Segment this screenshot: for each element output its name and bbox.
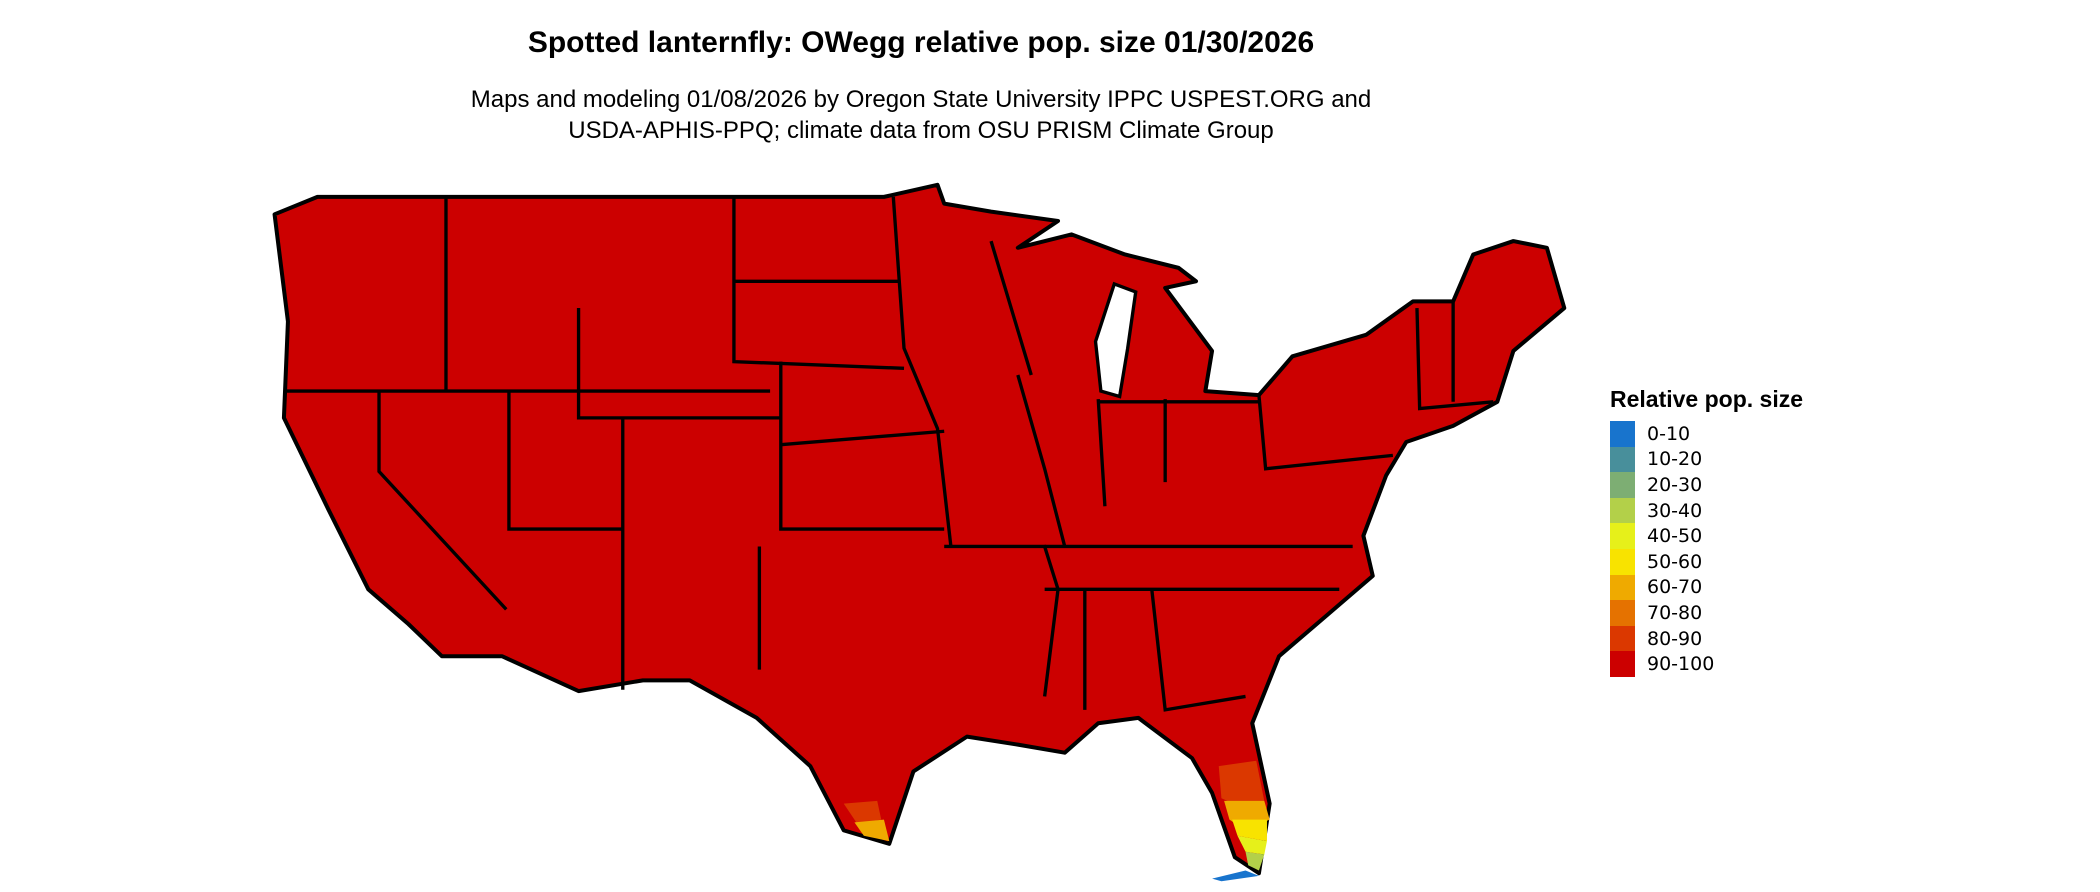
legend-item: 30-40 bbox=[1610, 497, 1803, 524]
legend-label: 0-10 bbox=[1647, 422, 1691, 445]
legend-swatch bbox=[1610, 600, 1635, 626]
legend-swatch bbox=[1610, 523, 1635, 549]
map-subtitle: Maps and modeling 01/08/2026 by Oregon S… bbox=[0, 84, 1842, 146]
legend-label: 50-60 bbox=[1647, 550, 1703, 573]
legend-item: 10-20 bbox=[1610, 446, 1803, 473]
legend-label: 60-70 bbox=[1647, 576, 1703, 599]
legend-label: 40-50 bbox=[1647, 525, 1703, 548]
state-borders bbox=[283, 196, 1494, 712]
texas-tip-gradient bbox=[843, 800, 890, 842]
legend-label: 20-30 bbox=[1647, 473, 1703, 496]
legend-item: 80-90 bbox=[1610, 625, 1803, 652]
legend-title: Relative pop. size bbox=[1610, 386, 1804, 412]
legend-item: 60-70 bbox=[1610, 574, 1803, 601]
legend-swatch bbox=[1610, 574, 1635, 601]
legend-swatch bbox=[1610, 472, 1635, 498]
subtitle-line-2: USDA-APHIS-PPQ; climate data from OSU PR… bbox=[568, 117, 1274, 144]
legend-label: 30-40 bbox=[1647, 499, 1703, 522]
lake-michigan bbox=[1093, 281, 1138, 399]
legend-item: 40-50 bbox=[1610, 523, 1803, 549]
legend-item: 90-100 bbox=[1610, 651, 1803, 677]
legend-item: 50-60 bbox=[1610, 548, 1803, 575]
legend-label: 10-20 bbox=[1647, 448, 1703, 471]
legend-label: 90-100 bbox=[1647, 653, 1715, 676]
legend-item: 20-30 bbox=[1610, 472, 1803, 498]
map-title: Spotted lanternfly: OWegg relative pop. … bbox=[527, 26, 1315, 59]
legend-label: 70-80 bbox=[1647, 601, 1703, 624]
legend-swatch bbox=[1610, 625, 1635, 652]
legend-swatch bbox=[1610, 651, 1635, 677]
florida-gradient bbox=[1212, 760, 1270, 882]
legend: Relative pop. size 0-10 10-20 20-30 30-40 40… bbox=[1610, 386, 1803, 677]
legend-swatch bbox=[1610, 497, 1635, 524]
subtitle-line-1: Maps and modeling 01/08/2026 by Oregon S… bbox=[470, 86, 1372, 113]
legend-item: 70-80 bbox=[1610, 600, 1803, 626]
legend-swatch bbox=[1610, 548, 1635, 575]
legend-label: 80-90 bbox=[1647, 627, 1703, 650]
legend-swatch bbox=[1610, 446, 1635, 473]
legend-item: 0-10 bbox=[1610, 421, 1803, 447]
legend-swatch bbox=[1610, 421, 1635, 447]
